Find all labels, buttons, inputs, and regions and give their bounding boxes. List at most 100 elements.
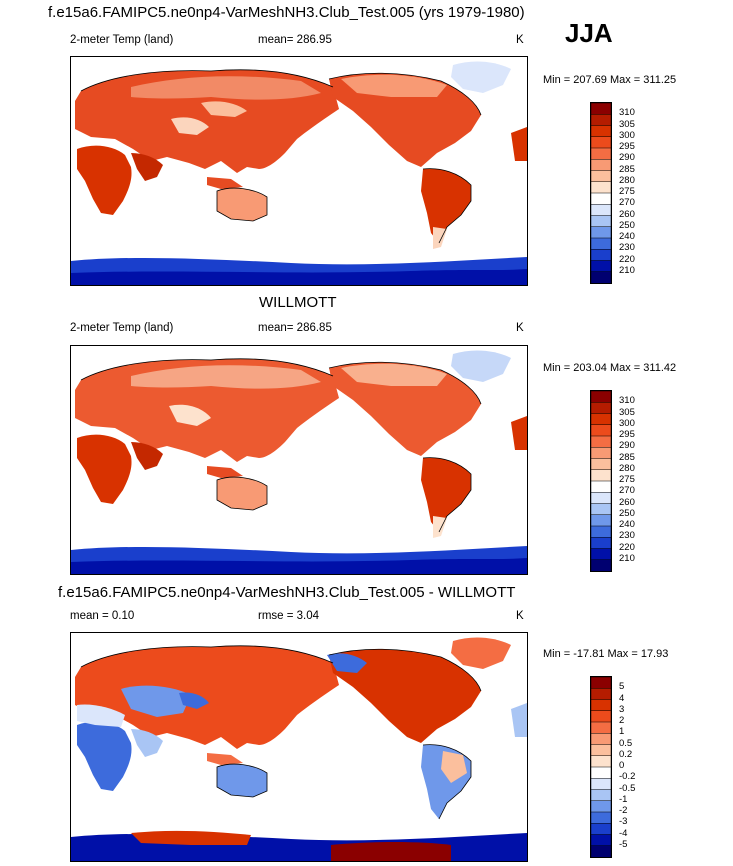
panel3-colorbar-tick-label: -0.2 <box>619 771 636 783</box>
panel1-colorbar-swatch <box>590 147 612 160</box>
panel3-units-label: K <box>516 610 524 622</box>
panel1-land-namerica <box>329 73 481 167</box>
panel2-colorbar-swatch <box>590 503 612 516</box>
panel1-land-canada <box>341 74 447 97</box>
panel2-colorbar-tick-label: 275 <box>619 474 635 485</box>
panel3-land-greenland <box>451 637 511 669</box>
panel2-land-wafrica-edge <box>511 416 527 450</box>
panel1-colorbar-svg <box>590 102 612 284</box>
panel1-land-india <box>131 153 163 181</box>
panel3-colorbar-tick-label: -3 <box>619 816 628 828</box>
panel2-colorbar-tick-label: 260 <box>619 496 635 508</box>
panel1-land-australia <box>217 188 267 221</box>
panel1-units-label: K <box>516 34 524 46</box>
panel2-colorbar-swatch <box>590 492 612 505</box>
panel3-colorbar-tick-label: 3 <box>619 703 625 715</box>
panel3-colorbar-swatch <box>590 676 612 689</box>
panel2-colorbar-tick-label: 250 <box>619 507 635 519</box>
panel1-colorbar-tick-label: 305 <box>619 118 635 130</box>
panel2-colorbar-tick-label: 285 <box>619 451 635 463</box>
panel2-land-india <box>131 442 163 470</box>
panel1-colorbar-tick-label: 275 <box>619 186 635 197</box>
panel2-colorbar-tick-label: 210 <box>619 552 635 564</box>
panel3-colorbar-swatch <box>590 733 612 746</box>
panel3-colorbar-swatch <box>590 710 612 723</box>
panel3-colorbar-tick-label: 1 <box>619 726 625 738</box>
panel3-colorbar-tick-label: 0.2 <box>619 748 633 760</box>
panel1-colorbar-tick-label: 240 <box>619 231 635 242</box>
panel2-map <box>70 345 528 575</box>
panel3-colorbar-swatch <box>590 744 612 757</box>
panel2-colorbar-swatch <box>590 390 612 403</box>
panel2-colorbar-swatch <box>590 447 612 460</box>
panel2-colorbar-swatch <box>590 537 612 550</box>
panel1-land-seasia <box>207 177 243 189</box>
panel1-colorbar-swatch <box>590 192 612 205</box>
panel3-colorbar <box>590 676 612 858</box>
panel3-rmse-label: rmse = 3.04 <box>258 610 320 622</box>
panel1-coastlines <box>80 69 482 244</box>
panel1-colorbar-tick-label: 300 <box>619 129 635 141</box>
panel1-land-tibet <box>171 117 209 135</box>
panel3-colorbar-tick-label: -0.5 <box>619 782 636 794</box>
panel3-map-svg <box>71 637 527 861</box>
panel3-mean-label: mean = 0.10 <box>70 610 135 622</box>
panel3-colorbar-tick-label: -4 <box>619 827 628 839</box>
panel3-colorbar-swatch <box>590 721 612 734</box>
panel3-land-antarctica-warm <box>131 830 251 845</box>
panel3-land-africa <box>77 721 132 791</box>
panel3-land-centralasia <box>121 685 191 717</box>
panel3-colorbar-svg <box>590 676 612 858</box>
panel2-colorbar-swatch <box>590 424 612 437</box>
panel2-colorbar-swatch <box>590 435 612 448</box>
panel1-minmax-label: Min = 207.69 Max = 311.25 <box>543 74 677 86</box>
panel3-land-eurasia <box>75 645 339 749</box>
panel3-land-alaska <box>327 653 367 673</box>
panel3-land-india <box>131 729 163 757</box>
panel1-colorbar-tick-label: 290 <box>619 152 635 164</box>
panel3-colorbar-swatch <box>590 811 612 824</box>
panel1-land-mongolia <box>201 101 247 117</box>
panel1-colorbar-swatch <box>590 271 612 284</box>
panel3-colorbar-tick-label: -5 <box>619 838 628 850</box>
panel1-land-greenland <box>451 61 511 93</box>
panel1-colorbar-tick-label: 250 <box>619 219 635 231</box>
panel1-colorbar-swatch <box>590 170 612 183</box>
panel2-colorbar-tick-label: 270 <box>619 485 635 497</box>
panel3-colorbar-tick-label: 2 <box>619 715 625 726</box>
panel2-colorbar-tick-label: 305 <box>619 406 635 418</box>
panel1-colorbar-swatch <box>590 226 612 239</box>
panel1-colorbar-swatch <box>590 204 612 217</box>
panel1-land-antarctica-inner <box>71 269 527 285</box>
panel2-colorbar-tick-label: 240 <box>619 519 635 530</box>
panel2-colorbar-tick-label: 295 <box>619 429 635 440</box>
panel2-colorbar-tick-label: 280 <box>619 462 635 474</box>
panel3-colorbar-tick-label: 4 <box>619 692 625 704</box>
panel2-land-australia <box>217 477 267 510</box>
panel3-colorbar-swatch <box>590 845 612 858</box>
panel3-land-wafrica-edge <box>511 703 527 737</box>
panel1-colorbar-tick-label: 220 <box>619 253 635 265</box>
panel3-colorbar-tick-label: -2 <box>619 805 628 816</box>
panel1-colorbar-tick-label: 285 <box>619 163 635 175</box>
panel1-colorbar-tick-label: 230 <box>619 242 635 254</box>
panel1-colorbar <box>590 102 612 284</box>
panel3-minmax-label: Min = -17.81 Max = 17.93 <box>543 648 669 660</box>
panel1-colorbar-swatch <box>590 249 612 262</box>
panel1-mean-label: mean= 286.95 <box>258 34 332 46</box>
panel2-land-africa <box>77 434 132 504</box>
panel2-colorbar-swatch <box>590 402 612 415</box>
panel1-land-samerica <box>421 168 471 243</box>
panel2-colorbar-tick-label: 220 <box>619 541 635 553</box>
panel3-land-samerica-east <box>441 751 467 783</box>
panel3-colorbar-swatch <box>590 688 612 701</box>
panel3-colorbar-tick-label: 0 <box>619 760 625 771</box>
panel2-units-label: K <box>516 322 524 334</box>
panel1-colorbar-swatch <box>590 102 612 115</box>
panel1-colorbar-swatch <box>590 114 612 127</box>
panel1-land-africa <box>77 145 132 215</box>
panel2-colorbar-swatch <box>590 514 612 527</box>
panel1-land-wafrica-edge <box>511 127 527 161</box>
panel2-land-canada <box>341 363 447 386</box>
panel1-colorbar-tick-label: 280 <box>619 174 635 186</box>
